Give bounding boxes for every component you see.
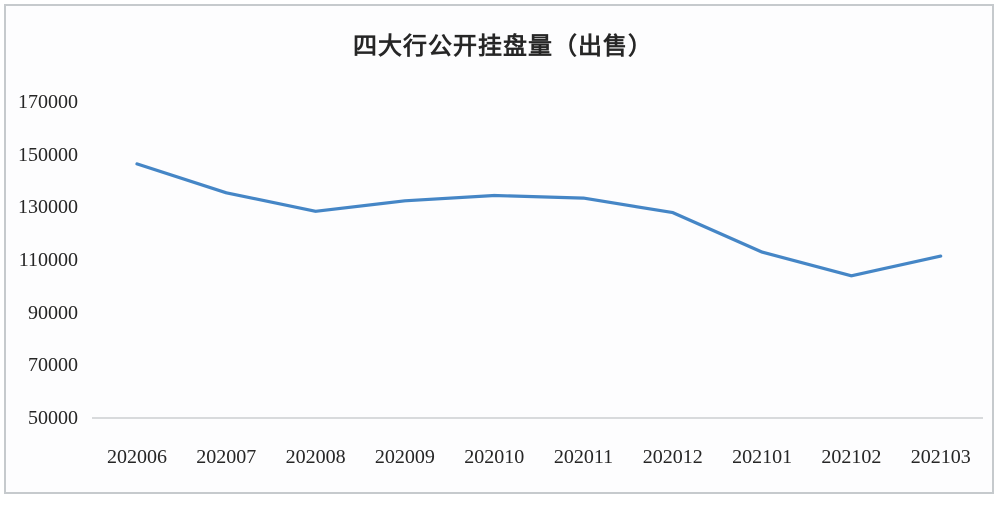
x-axis-tick-label: 202006 bbox=[107, 446, 167, 468]
x-axis-tick-label: 202103 bbox=[910, 446, 971, 468]
x-axis-tick-label: 202011 bbox=[553, 446, 614, 468]
y-axis-tick-label: 130000 bbox=[18, 196, 78, 219]
x-axis-tick-label: 202010 bbox=[464, 446, 525, 468]
chart-title: 四大行公开挂盘量（出售） bbox=[353, 33, 653, 60]
x-axis-tick-label: 202101 bbox=[732, 446, 793, 468]
y-axis-tick-label: 70000 bbox=[28, 354, 78, 377]
y-axis-tick-label: 170000 bbox=[18, 91, 78, 113]
x-axis-tick-label: 202102 bbox=[821, 446, 882, 468]
data-series-line bbox=[135, 162, 943, 278]
y-axis-tick-label: 150000 bbox=[18, 143, 78, 166]
x-axis-tick-label: 202007 bbox=[196, 446, 257, 468]
y-axis-tick-label: 110000 bbox=[18, 249, 78, 271]
y-axis-tick-label: 50000 bbox=[28, 407, 78, 429]
x-axis-tick-label: 202008 bbox=[285, 446, 346, 468]
y-axis-tick-label: 90000 bbox=[28, 301, 78, 324]
x-axis-tick-label: 202012 bbox=[642, 446, 703, 468]
x-axis-tick-label: 202009 bbox=[374, 446, 435, 468]
chart-frame bbox=[4, 4, 994, 494]
